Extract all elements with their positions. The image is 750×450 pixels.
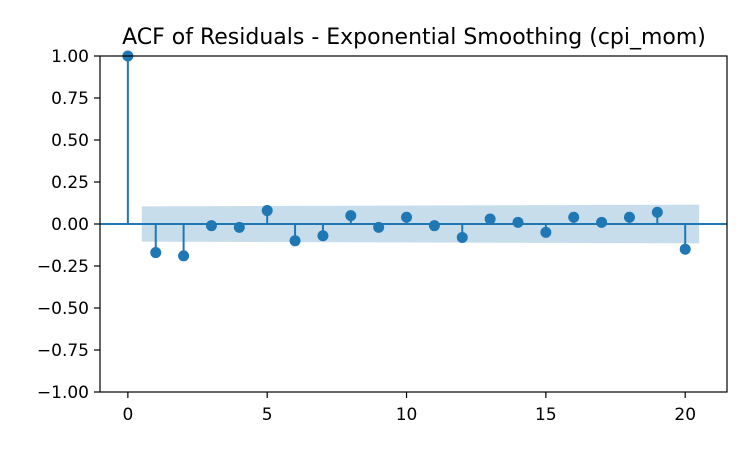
acf-point: [233, 221, 245, 233]
x-tick-label: 0: [122, 405, 133, 425]
acf-point: [261, 205, 273, 217]
y-tick-label: 0.25: [51, 173, 89, 193]
acf-point: [428, 220, 440, 232]
chart-title: ACF of Residuals - Exponential Smoothing…: [122, 25, 706, 50]
y-tick-label: −1.00: [37, 383, 89, 403]
acf-point: [568, 211, 580, 223]
acf-point: [150, 247, 162, 259]
y-tick-label: 1.00: [51, 47, 89, 67]
acf-point: [623, 211, 635, 223]
acf-point: [205, 220, 217, 232]
x-axis-ticks: 0 5 10 15 20: [122, 392, 696, 425]
y-tick-label: 0.00: [51, 215, 89, 235]
y-tick-label: −0.75: [37, 341, 89, 361]
x-tick-label: 10: [396, 405, 418, 425]
marker-layer: [122, 50, 691, 262]
y-tick-label: −0.50: [37, 299, 89, 319]
acf-point: [596, 216, 608, 228]
acf-point: [289, 235, 301, 247]
acf-point: [373, 221, 385, 233]
acf-point: [651, 206, 663, 218]
acf-point: [401, 211, 413, 223]
acf-point: [679, 243, 691, 255]
x-tick-label: 15: [535, 405, 557, 425]
y-axis-ticks: −1.00 −0.75 −0.50 −0.25 0.00 0.25 0.50 0.75 1.00: [37, 47, 100, 403]
acf-point: [456, 231, 468, 243]
x-tick-label: 20: [674, 405, 696, 425]
acf-point: [512, 216, 524, 228]
x-tick-label: 5: [262, 405, 273, 425]
acf-point: [484, 213, 496, 225]
y-tick-label: −0.25: [37, 257, 89, 277]
acf-point: [317, 230, 329, 242]
y-tick-label: 0.75: [51, 89, 89, 109]
acf-point: [178, 250, 190, 262]
y-tick-label: 0.50: [51, 131, 89, 151]
acf-point: [345, 210, 357, 222]
acf-point: [540, 226, 552, 238]
